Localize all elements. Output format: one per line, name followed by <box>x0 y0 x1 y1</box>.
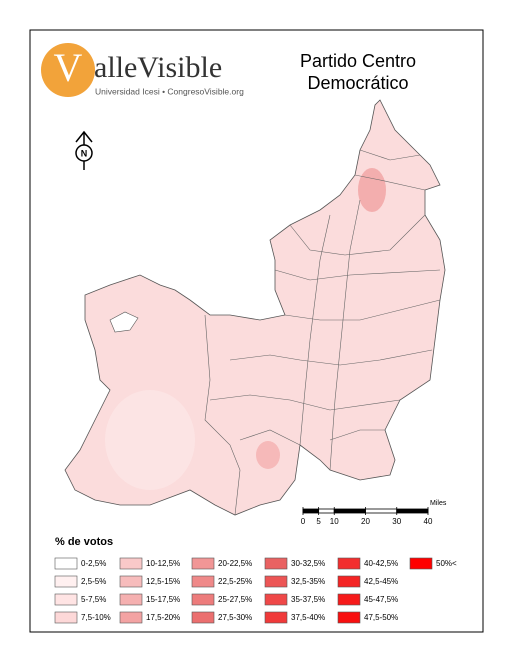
logo-tagline: Universidad Icesi • CongresoVisible.org <box>95 86 244 96</box>
legend-label: 20-22,5% <box>218 559 252 568</box>
legend-swatch <box>54 593 78 606</box>
legend-label: 40-42,5% <box>364 559 398 568</box>
legend: 0-2,5% 2,5-5% 5-7,5% 7,5-10% 10-12,5% 12,5-15… <box>54 557 457 624</box>
title-line: Democrático <box>307 73 408 93</box>
logo-text: alleVisible <box>94 51 222 84</box>
legend-swatch <box>264 593 288 606</box>
scale-segment <box>365 508 398 514</box>
scale-segment <box>318 508 335 514</box>
logo-circle <box>41 43 95 97</box>
legend-swatch <box>337 575 361 588</box>
scale-label: 5 <box>316 517 321 526</box>
legend-swatch <box>337 611 361 624</box>
scale-label: 30 <box>392 517 401 526</box>
legend-label: 37,5-40% <box>291 613 325 622</box>
legend-label: 22,5-25% <box>218 577 252 586</box>
legend-label: 2,5-5% <box>81 577 106 586</box>
legend-swatch <box>119 575 143 588</box>
legend-swatch <box>54 557 78 570</box>
legend-label: 35-37,5% <box>291 595 325 604</box>
legend-swatch <box>54 575 78 588</box>
legend-swatch <box>119 557 143 570</box>
logo-initial: V <box>54 45 83 90</box>
legend-swatch <box>409 557 433 570</box>
legend-swatch <box>191 575 215 588</box>
legend-label: 42,5-45% <box>364 577 398 586</box>
scale-bar: 0 5 10 20 30 40 Miles <box>301 500 447 526</box>
north-arrow <box>75 130 93 170</box>
legend-label: 12,5-15% <box>146 577 180 586</box>
scale-segment <box>333 508 366 514</box>
legend-label: 10-12,5% <box>146 559 180 568</box>
scale-label: 0 <box>301 517 306 526</box>
legend-label: 7,5-10% <box>81 613 111 622</box>
map <box>64 99 446 516</box>
legend-label: 0-2,5% <box>81 559 106 568</box>
legend-label: 45-47,5% <box>364 595 398 604</box>
legend-swatch <box>119 611 143 624</box>
scale-segment <box>396 508 429 514</box>
north-label: N <box>81 148 88 158</box>
legend-swatch <box>337 557 361 570</box>
legend-swatch <box>191 593 215 606</box>
scale-label: 10 <box>330 517 339 526</box>
legend-label: 5-7,5% <box>81 595 106 604</box>
scale-segment <box>302 508 320 514</box>
legend-label: 30-32,5% <box>291 559 325 568</box>
legend-label: 17,5-20% <box>146 613 180 622</box>
scale-label: 40 <box>424 517 433 526</box>
title-line: Partido Centro <box>300 51 416 71</box>
legend-label: 15-17,5% <box>146 595 180 604</box>
legend-label: 47,5-50% <box>364 613 398 622</box>
legend-swatch <box>119 593 143 606</box>
legend-label: 50%< <box>436 559 457 568</box>
legend-title: % de votos <box>55 536 113 548</box>
legend-label: 25-27,5% <box>218 595 252 604</box>
legend-swatch <box>54 611 78 624</box>
legend-swatch <box>264 611 288 624</box>
legend-swatch <box>191 557 215 570</box>
legend-swatch <box>264 557 288 570</box>
legend-swatch <box>337 593 361 606</box>
legend-label: 27,5-30% <box>218 613 252 622</box>
legend-label: 32,5-35% <box>291 577 325 586</box>
scale-unit: Miles <box>430 500 447 507</box>
scale-label: 20 <box>361 517 370 526</box>
legend-swatch <box>264 575 288 588</box>
legend-swatch <box>191 611 215 624</box>
